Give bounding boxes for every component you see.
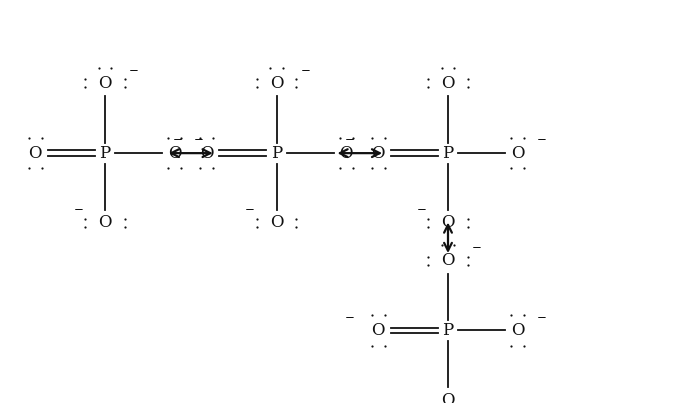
Text: −: − <box>537 311 547 324</box>
Text: −: − <box>300 64 310 77</box>
Text: P: P <box>99 145 111 162</box>
Text: O: O <box>270 75 284 92</box>
Text: P: P <box>271 145 282 162</box>
Text: O: O <box>270 214 284 231</box>
Text: O: O <box>441 252 455 269</box>
Text: O: O <box>98 75 112 92</box>
Text: −: − <box>416 203 426 216</box>
Text: −: − <box>344 311 354 324</box>
Text: −: − <box>129 64 139 77</box>
Text: O: O <box>441 392 455 403</box>
Text: −: − <box>74 203 83 216</box>
Text: O: O <box>511 145 524 162</box>
Text: −: − <box>472 241 482 254</box>
Text: O: O <box>441 214 455 231</box>
Text: O: O <box>511 322 524 339</box>
Text: −: − <box>173 133 183 146</box>
Text: O: O <box>98 214 112 231</box>
Text: −: − <box>344 133 354 146</box>
Text: O: O <box>441 75 455 92</box>
Text: O: O <box>168 145 181 162</box>
Text: −: − <box>194 133 204 146</box>
Text: −: − <box>537 133 547 146</box>
Text: O: O <box>372 145 385 162</box>
Text: O: O <box>200 145 214 162</box>
Text: O: O <box>340 145 353 162</box>
Text: −: − <box>245 203 255 216</box>
Text: O: O <box>372 322 385 339</box>
Text: O: O <box>29 145 42 162</box>
Text: P: P <box>442 145 454 162</box>
Text: P: P <box>442 322 454 339</box>
